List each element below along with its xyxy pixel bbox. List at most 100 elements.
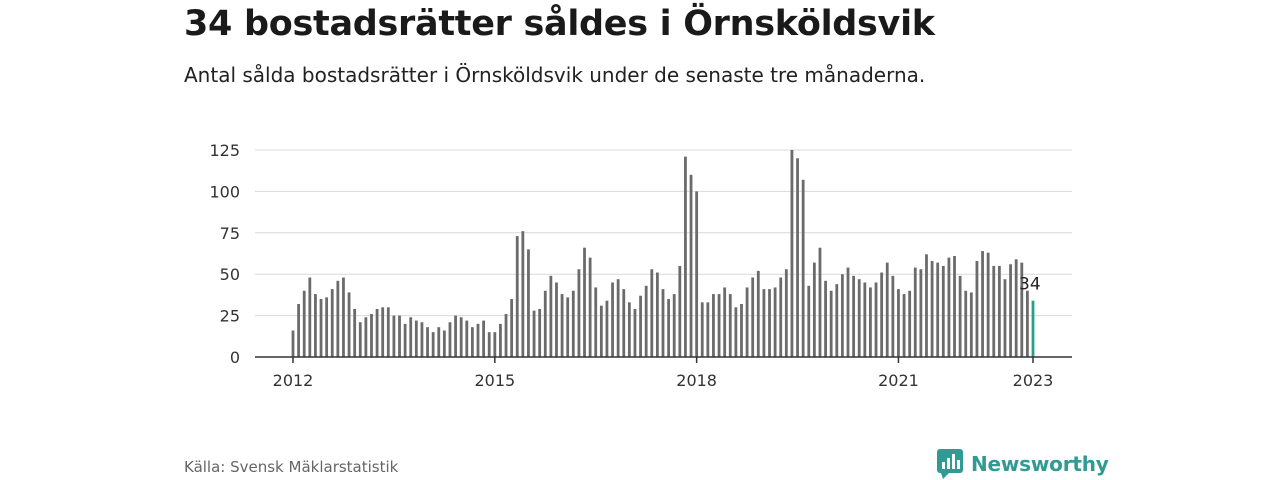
bar xyxy=(740,304,743,357)
bar xyxy=(611,282,614,357)
bar xyxy=(577,269,581,357)
brand-logo[interactable]: Newsworthy xyxy=(937,448,1109,480)
bar xyxy=(818,247,822,357)
bar xyxy=(655,272,659,357)
bar xyxy=(543,290,547,357)
bar xyxy=(891,275,895,357)
bar xyxy=(700,302,704,357)
bar xyxy=(448,322,452,357)
y-tick-label: 0 xyxy=(230,348,240,367)
bar xyxy=(386,307,390,357)
bar xyxy=(381,307,385,357)
bar xyxy=(913,267,917,357)
bar xyxy=(790,150,794,357)
bar xyxy=(549,275,553,357)
bar xyxy=(302,290,306,357)
y-tick-label: 75 xyxy=(220,224,240,243)
bar xyxy=(566,297,570,357)
bar xyxy=(706,302,710,357)
bar xyxy=(958,275,962,357)
bar xyxy=(857,279,861,357)
bar xyxy=(599,305,603,357)
bar xyxy=(869,287,872,357)
bar xyxy=(409,317,413,357)
x-tick-label: 2021 xyxy=(878,371,919,390)
bar xyxy=(796,158,799,357)
bar xyxy=(768,289,771,357)
bar xyxy=(779,277,783,357)
bar xyxy=(1003,279,1007,357)
bar xyxy=(902,294,906,357)
bar xyxy=(678,265,682,357)
bar xyxy=(717,294,721,357)
bar xyxy=(325,297,329,357)
annotations: 34 xyxy=(1019,275,1041,295)
bar xyxy=(840,274,844,357)
bar xyxy=(398,315,401,357)
bar xyxy=(476,323,480,357)
bar xyxy=(919,269,923,357)
x-tick-label: 2015 xyxy=(474,371,515,390)
bar xyxy=(930,260,934,357)
chart-subtitle: Antal sålda bostadsrätter i Örnsköldsvik… xyxy=(184,63,926,87)
bar xyxy=(459,317,463,357)
bar xyxy=(734,307,738,357)
bar xyxy=(336,280,340,357)
bar xyxy=(852,275,856,357)
bar xyxy=(695,191,699,357)
bar xyxy=(835,284,839,357)
bar xyxy=(504,313,508,357)
bar xyxy=(426,327,429,357)
bar xyxy=(527,249,530,357)
bar xyxy=(588,257,592,357)
bar xyxy=(745,287,749,357)
bar xyxy=(431,332,435,357)
bar xyxy=(756,270,760,357)
newsworthy-logo-icon xyxy=(937,449,963,479)
bar xyxy=(762,289,766,357)
bar xyxy=(689,174,693,357)
bar xyxy=(1025,290,1029,357)
bar-chart: 0 25 50 75 100 125 2012 2015 2018 2021 2023 34 xyxy=(209,141,1072,390)
bar xyxy=(499,323,502,357)
bar xyxy=(661,289,665,357)
bar xyxy=(532,310,536,357)
bar xyxy=(420,322,424,357)
bar xyxy=(1009,264,1012,357)
bar xyxy=(521,231,525,357)
bar xyxy=(347,292,351,357)
bar xyxy=(1020,262,1024,357)
bar xyxy=(510,299,514,357)
bar xyxy=(442,330,446,357)
y-tick-label: 25 xyxy=(220,307,240,326)
bar xyxy=(723,287,727,357)
brand-name: Newsworthy xyxy=(971,452,1109,476)
bar xyxy=(465,320,469,357)
bar xyxy=(571,290,575,357)
bar xyxy=(353,308,357,357)
bar xyxy=(555,282,558,357)
source-note: Källa: Svensk Mäklarstatistik xyxy=(184,458,399,476)
bar xyxy=(925,254,928,357)
bar xyxy=(829,290,833,357)
bars xyxy=(291,150,1035,357)
bar xyxy=(997,265,1001,357)
y-tick-label: 125 xyxy=(209,141,240,160)
y-axis: 0 25 50 75 100 125 xyxy=(209,141,240,367)
bar xyxy=(493,332,497,357)
bar xyxy=(667,299,671,357)
x-tick-label: 2023 xyxy=(1013,371,1054,390)
y-tick-label: 100 xyxy=(209,182,240,201)
bar xyxy=(712,294,715,357)
bar xyxy=(644,285,648,357)
bar xyxy=(639,295,642,357)
bar xyxy=(863,282,867,357)
bar xyxy=(672,294,676,357)
bar xyxy=(370,313,373,357)
bar xyxy=(342,277,345,357)
bar xyxy=(297,304,301,357)
bar xyxy=(936,262,940,357)
bar xyxy=(605,300,609,357)
bar xyxy=(633,308,637,357)
bar xyxy=(812,262,816,357)
